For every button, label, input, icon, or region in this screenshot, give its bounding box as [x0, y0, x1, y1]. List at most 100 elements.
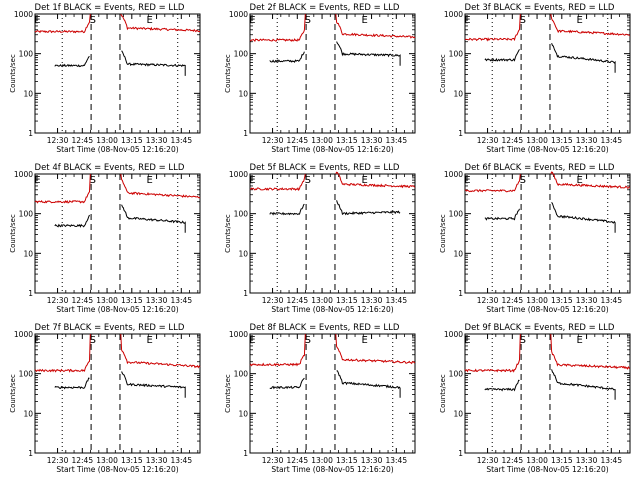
event-marker-label: E [249, 15, 255, 26]
y-tick-label: 10 [23, 89, 33, 98]
event-marker-label: E [249, 175, 255, 186]
y-tick-label: 10 [453, 409, 463, 418]
x-tick-label: 13:00 [526, 136, 548, 145]
x-tick-label: 13:00 [526, 456, 548, 465]
x-tick-label: 12:45 [286, 456, 308, 465]
x-tick-label: 12:45 [286, 296, 308, 305]
plot-frame [34, 333, 201, 454]
x-tick-label: 13:30 [576, 456, 598, 465]
x-tick-label: 13:30 [361, 296, 383, 305]
y-tick-label: 1000 [444, 170, 463, 179]
events-series-pre [54, 214, 90, 228]
y-tick-label: 1 [28, 129, 33, 138]
y-tick-label: 100 [234, 370, 249, 379]
x-tick-label: 13:15 [121, 456, 143, 465]
x-axis-label: Start Time (08-Nov-05 12:16:20) [56, 305, 178, 314]
event-marker-label: S [305, 175, 311, 186]
lld-series-pre [249, 13, 306, 43]
y-tick-label: 100 [19, 370, 34, 379]
events-series-post [551, 369, 616, 400]
plot-panel: Det 9f BLACK = Events, RED = LLD 1 10 100 10… [439, 323, 631, 474]
x-tick-label: 12:45 [71, 456, 93, 465]
y-axis-label: Counts/sec [439, 374, 447, 413]
plot-title: Det 5f BLACK = Events, RED = LLD [250, 163, 400, 173]
events-series-pre [269, 51, 305, 63]
x-tick-label: 13:30 [146, 136, 168, 145]
x-tick-label: 12:45 [71, 136, 93, 145]
x-tick-label: 13:15 [336, 136, 358, 145]
y-tick-label: 1000 [444, 10, 463, 19]
y-tick-label: 10 [453, 89, 463, 98]
y-axis-label: Counts/sec [9, 374, 17, 413]
event-marker-label: E [464, 175, 470, 186]
y-tick-label: 100 [449, 50, 464, 59]
plot-panel: Det 5f BLACK = Events, RED = LLD 1 10 100 10… [224, 163, 416, 314]
lld-series-post [335, 333, 416, 365]
lld-series-post [550, 333, 631, 370]
x-axis-label: Start Time (08-Nov-05 12:16:20) [486, 465, 608, 474]
y-tick-label: 100 [234, 210, 249, 219]
event-marker-label: E [362, 175, 368, 186]
y-tick-label: 100 [234, 50, 249, 59]
y-tick-label: 10 [453, 249, 463, 258]
x-tick-label: 13:15 [121, 136, 143, 145]
lld-series-pre [34, 173, 91, 204]
plot-panel: Det 6f BLACK = Events, RED = LLD 1 10 100 10… [439, 163, 631, 314]
x-tick-label: 13:00 [96, 296, 118, 305]
event-marker-label: S [305, 15, 311, 26]
y-tick-label: 1000 [14, 10, 33, 19]
event-marker-label: E [147, 15, 153, 26]
x-tick-label: 13:30 [146, 296, 168, 305]
plot-frame [34, 173, 201, 294]
x-tick-label: 13:00 [311, 296, 333, 305]
lld-series-pre [464, 173, 521, 193]
x-tick-label: 12:30 [477, 456, 499, 465]
plot-title: Det 9f BLACK = Events, RED = LLD [465, 323, 615, 333]
x-tick-label: 12:45 [71, 296, 93, 305]
y-tick-label: 1 [243, 289, 248, 298]
x-tick-label: 13:00 [526, 296, 548, 305]
x-tick-label: 13:15 [336, 456, 358, 465]
lld-series-pre [464, 13, 521, 42]
x-tick-label: 13:30 [361, 136, 383, 145]
y-tick-label: 10 [23, 409, 33, 418]
event-marker-label: E [34, 15, 40, 26]
events-series-pre [484, 379, 520, 392]
y-axis-label: Counts/sec [439, 54, 447, 93]
y-tick-label: 10 [23, 249, 33, 258]
lld-series-post [120, 13, 201, 33]
x-tick-label: 12:45 [501, 296, 523, 305]
events-series-pre [484, 49, 520, 62]
x-axis-label: Start Time (08-Nov-05 12:16:20) [271, 145, 393, 154]
x-tick-label: 12:30 [262, 456, 284, 465]
y-axis-label: Counts/sec [439, 214, 447, 253]
y-tick-label: 1 [28, 289, 33, 298]
plot-title: Det 4f BLACK = Events, RED = LLD [35, 163, 185, 173]
event-marker-label: E [362, 335, 368, 346]
x-tick-label: 13:00 [311, 456, 333, 465]
x-tick-label: 12:45 [286, 136, 308, 145]
lld-series-pre [34, 13, 91, 34]
events-series-pre [484, 208, 520, 221]
lld-series-post [120, 333, 201, 369]
x-tick-label: 13:15 [551, 136, 573, 145]
plot-frame [464, 173, 631, 294]
y-axis-label: Counts/sec [224, 374, 232, 413]
y-tick-label: 10 [238, 249, 248, 258]
x-tick-label: 13:45 [170, 456, 192, 465]
y-tick-label: 1 [243, 129, 248, 138]
lld-series-post [335, 171, 416, 189]
x-tick-label: 13:45 [385, 456, 407, 465]
y-tick-label: 1 [458, 289, 463, 298]
plot-frame [464, 333, 631, 454]
y-tick-label: 1 [243, 449, 248, 458]
plot-title: Det 6f BLACK = Events, RED = LLD [465, 163, 615, 173]
event-marker-label: E [577, 175, 583, 186]
y-axis-label: Counts/sec [9, 54, 17, 93]
x-tick-label: 12:30 [477, 136, 499, 145]
plot-panel: Det 1f BLACK = Events, RED = LLD 1 10 100 10… [9, 3, 201, 154]
events-series-post [551, 202, 616, 233]
x-tick-label: 13:00 [311, 136, 333, 145]
plot-panel: Det 2f BLACK = Events, RED = LLD 1 10 100 10… [224, 3, 416, 154]
